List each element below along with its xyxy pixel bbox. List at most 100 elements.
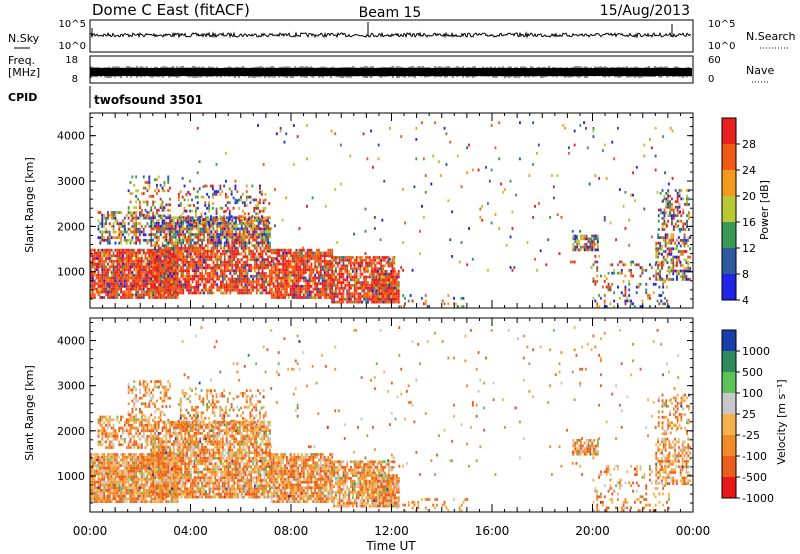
cell <box>308 290 311 294</box>
cell <box>301 273 303 277</box>
cell <box>204 252 207 256</box>
cell <box>684 222 687 226</box>
freq-left-tick-low: 8 <box>72 74 78 85</box>
cell <box>279 126 282 130</box>
cell <box>246 244 249 248</box>
cell <box>652 282 655 286</box>
cell <box>199 235 202 239</box>
cell <box>237 283 239 287</box>
cell <box>287 282 290 285</box>
cell <box>687 255 690 259</box>
cell <box>176 293 179 297</box>
cell <box>199 252 202 256</box>
cell <box>165 233 168 236</box>
cell <box>663 222 666 226</box>
cell <box>101 273 104 277</box>
cell <box>125 262 128 266</box>
cell <box>154 293 156 297</box>
cell <box>362 132 365 136</box>
cell <box>395 297 398 301</box>
cell <box>105 282 107 285</box>
cell <box>272 271 275 274</box>
cell <box>645 291 648 295</box>
cell <box>661 264 663 267</box>
cell <box>263 219 266 222</box>
cell <box>576 237 579 241</box>
cell <box>346 300 349 304</box>
cell <box>382 258 384 262</box>
cell <box>203 230 205 234</box>
cell <box>297 268 300 272</box>
cell <box>558 252 561 255</box>
cell <box>368 286 371 290</box>
cell <box>123 227 126 231</box>
cell <box>257 216 260 220</box>
cell <box>293 282 296 285</box>
cell <box>114 211 117 214</box>
cell <box>216 224 219 228</box>
cell <box>576 248 579 252</box>
cell <box>657 252 660 256</box>
cell <box>312 268 315 272</box>
cell <box>664 296 666 300</box>
cell <box>105 290 107 294</box>
cell <box>193 288 196 292</box>
cell <box>107 285 109 288</box>
cell <box>594 255 597 258</box>
cell <box>154 214 156 218</box>
cell <box>229 230 232 234</box>
cell <box>105 257 107 260</box>
cell <box>367 264 369 268</box>
cell <box>622 263 625 267</box>
cell <box>289 290 292 294</box>
cell <box>409 294 412 297</box>
cell <box>592 126 595 130</box>
cell <box>171 238 173 242</box>
cell <box>122 257 124 260</box>
cell <box>129 219 132 223</box>
cell <box>212 266 215 270</box>
noise-right-tick-low: 10^0 <box>708 41 735 52</box>
cell <box>643 154 646 158</box>
cell <box>176 272 179 275</box>
cell <box>379 238 382 242</box>
cell <box>276 251 279 255</box>
cell <box>250 266 253 270</box>
cell <box>666 233 669 237</box>
cell <box>167 224 170 228</box>
cell <box>169 230 171 234</box>
cell <box>348 270 351 273</box>
cell <box>278 285 281 288</box>
cell <box>123 216 126 220</box>
cell <box>245 190 248 193</box>
cell <box>137 293 139 297</box>
cell <box>387 264 390 268</box>
cell <box>266 229 269 233</box>
cell <box>107 293 109 297</box>
cell <box>380 286 383 290</box>
cell <box>183 206 186 210</box>
cell <box>270 276 273 280</box>
cell <box>225 233 228 236</box>
cpid-program: twofsound 3501 <box>94 93 203 107</box>
cell <box>246 261 249 264</box>
cell <box>244 283 247 287</box>
cell <box>139 265 141 269</box>
cell <box>157 238 160 242</box>
cell <box>353 281 356 284</box>
cell <box>161 274 164 278</box>
cell <box>246 227 249 231</box>
cell <box>206 291 209 295</box>
cell <box>238 222 241 225</box>
cell <box>180 255 183 259</box>
cell <box>670 241 673 245</box>
cell <box>180 291 183 295</box>
cell <box>397 295 400 298</box>
cell <box>216 255 219 259</box>
cell <box>265 280 268 284</box>
cell <box>333 289 335 293</box>
cell <box>390 275 393 279</box>
cell <box>233 255 236 259</box>
cell <box>291 293 294 297</box>
cell <box>238 252 241 256</box>
